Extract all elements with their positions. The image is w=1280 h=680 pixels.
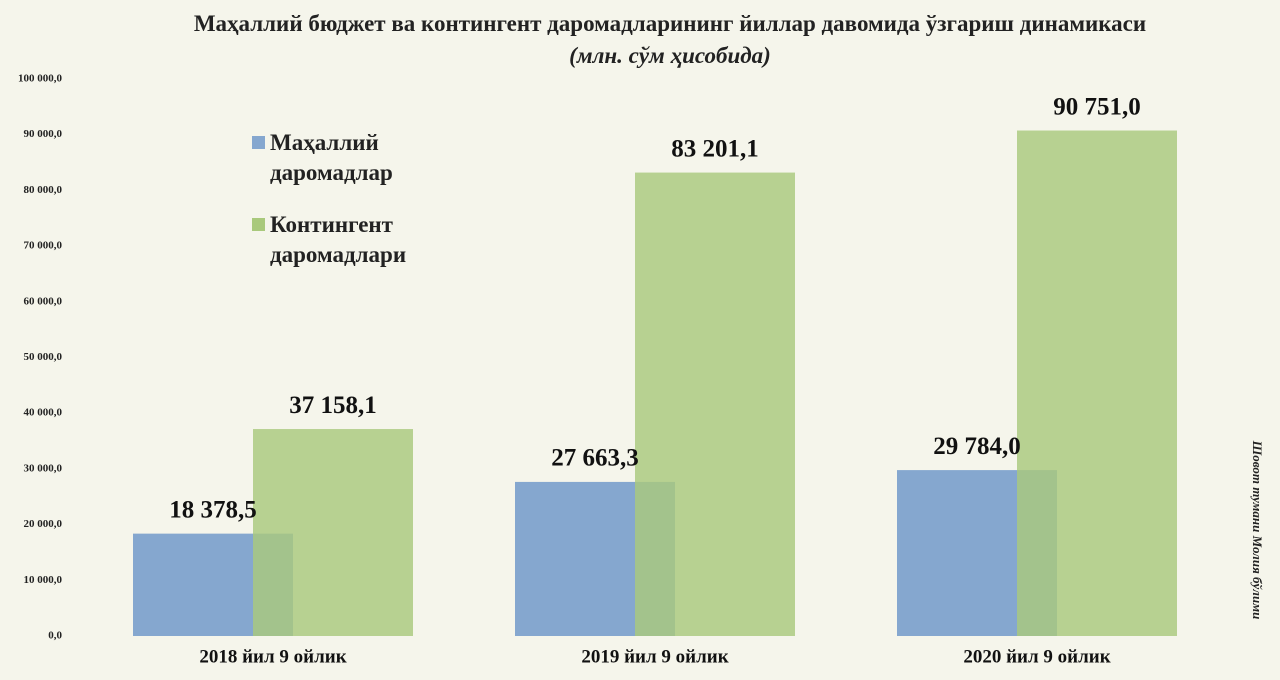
chart-title-block: Маҳаллий бюджет ва контингент даромадлар…: [170, 8, 1170, 72]
value-label: 90 751,0: [1053, 93, 1141, 120]
y-tick-label: 20 000,0: [24, 518, 63, 530]
x-tick-label: 2019 йил 9 ойлик: [581, 646, 728, 667]
y-tick-label: 40 000,0: [24, 407, 63, 419]
y-tick-label: 10 000,0: [24, 574, 63, 586]
bar: [253, 429, 413, 636]
y-tick-label: 100 000,0: [18, 73, 63, 85]
y-tick-label: 0,0: [48, 630, 62, 642]
x-tick-label: 2018 йил 9 ойлик: [199, 646, 346, 667]
bar: [635, 172, 795, 636]
legend: Маҳаллий даромадлар Контингент даромадлар…: [252, 128, 440, 292]
bar: [1017, 130, 1177, 636]
legend-item: Контингент даромадлари: [252, 210, 440, 270]
value-label: 18 378,5: [169, 496, 257, 523]
value-label: 29 784,0: [933, 433, 1021, 460]
value-label: 27 663,3: [551, 445, 639, 472]
legend-item: Маҳаллий даромадлар: [252, 128, 440, 188]
y-tick-label: 50 000,0: [24, 351, 63, 363]
y-tick-label: 80 000,0: [24, 184, 63, 196]
x-tick-label: 2020 йил 9 ойлик: [963, 646, 1110, 667]
chart-title: Маҳаллий бюджет ва контингент даромадлар…: [193, 11, 1147, 36]
chart-subtitle: (млн. сўм ҳисобида): [569, 43, 771, 68]
y-tick-label: 70 000,0: [24, 240, 63, 252]
y-tick-label: 30 000,0: [24, 462, 63, 474]
legend-label: Контингент даромадлари: [270, 212, 407, 267]
legend-swatch: [252, 136, 265, 149]
legend-swatch: [252, 218, 265, 231]
value-label: 83 201,1: [671, 135, 759, 162]
y-tick-label: 60 000,0: [24, 295, 63, 307]
value-label: 37 158,1: [289, 392, 377, 419]
y-tick-label: 90 000,0: [24, 128, 63, 140]
legend-label: Маҳаллий даромадлар: [270, 130, 393, 185]
annotation: Шовот тумани Молия бўлими: [1250, 440, 1265, 620]
